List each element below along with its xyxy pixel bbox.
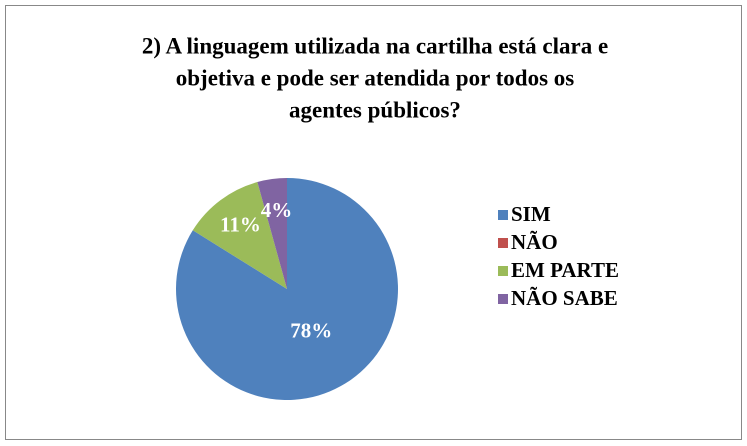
legend-label: NÃO SABE xyxy=(511,286,618,310)
pie-slice xyxy=(192,182,287,289)
legend-swatch xyxy=(498,294,508,304)
chart-title: 2) A linguagem utilizada na cartilha est… xyxy=(142,33,608,58)
legend-label: NÃO xyxy=(511,230,558,254)
legend-swatch xyxy=(498,238,508,248)
chart-title: agentes públicos? xyxy=(289,97,461,122)
legend-label: EM PARTE xyxy=(511,258,619,282)
legend-swatch xyxy=(498,210,508,220)
chart-title: objetiva e pode ser atendida por todos o… xyxy=(176,65,575,90)
data-label: 78% xyxy=(290,318,332,342)
data-label: 11% xyxy=(220,213,261,237)
legend-swatch xyxy=(498,266,508,276)
pie-slice xyxy=(257,178,287,289)
data-label: 4% xyxy=(261,198,293,222)
legend-label: SIM xyxy=(511,202,551,226)
